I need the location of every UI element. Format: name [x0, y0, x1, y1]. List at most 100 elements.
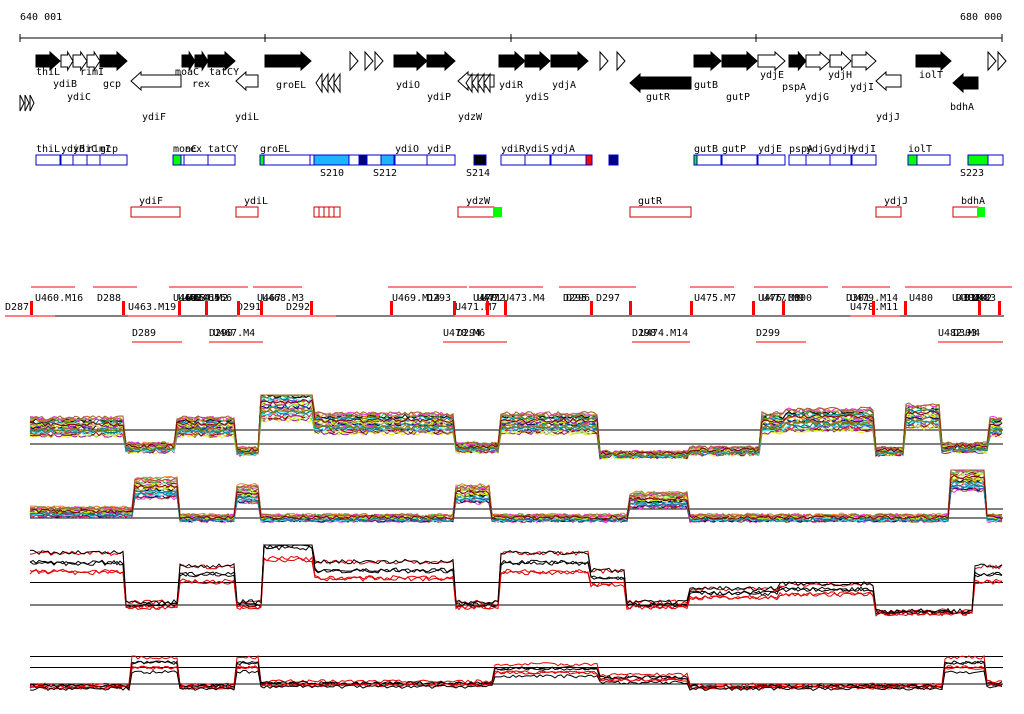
- segment-marker: [872, 301, 875, 315]
- operon-label: groEL: [260, 144, 290, 155]
- segment-label-top: U479.M14: [850, 293, 898, 304]
- operon-box: [86, 154, 101, 166]
- segment-label-bottom: D290: [209, 328, 233, 339]
- track-series-line: [29, 670, 1003, 692]
- operon-fill: [585, 154, 593, 166]
- operon-label: gutB: [694, 144, 718, 155]
- operon-minus-label: ydjJ: [884, 196, 908, 207]
- small-gene-arrow: [599, 50, 609, 72]
- site-label: S223: [960, 168, 984, 179]
- operon-minus-box: [313, 206, 320, 218]
- segment-label-top: U477.M9: [762, 293, 804, 304]
- operon-label: ydjI: [852, 144, 876, 155]
- gene-arrow: [264, 50, 312, 72]
- operon-label: moaC: [173, 144, 197, 155]
- segment-label-top: U461: [173, 293, 197, 304]
- segment-label-bottom: D299: [756, 328, 780, 339]
- gene-arrow: [235, 70, 259, 92]
- segment-label-bottom: D291: [237, 302, 261, 313]
- segment-marker: [390, 301, 393, 315]
- operon-box: [183, 154, 209, 166]
- small-gene-arrow: [483, 72, 491, 94]
- segment-marker: [486, 301, 489, 315]
- gene-arrow: [181, 50, 196, 72]
- operon-fill: [172, 154, 182, 166]
- small-gene-arrow: [19, 94, 25, 112]
- segment-label-bottom: D292: [286, 302, 310, 313]
- gene-arrow: [426, 50, 456, 72]
- operon-label: ydjE: [758, 144, 782, 155]
- site-label: S214: [466, 168, 490, 179]
- gene-arrow: [35, 50, 61, 72]
- site-label: S212: [373, 168, 397, 179]
- segment-label-bottom: U470.M6: [443, 328, 485, 339]
- operon-minus-box: [130, 206, 181, 218]
- operon-box: [805, 154, 831, 166]
- segment-label-top: D297: [596, 293, 620, 304]
- segment-marker: [310, 301, 313, 315]
- gene-arrow: [915, 50, 952, 72]
- segment-marker: [782, 301, 785, 315]
- tiling-array-plus-track: [29, 394, 1003, 460]
- gene-label: ydjG: [805, 92, 829, 103]
- segment-label-top: U472: [481, 293, 505, 304]
- operon-box: [524, 154, 551, 166]
- operon-label: ydiS: [525, 144, 549, 155]
- segment-label-top: U476.M8: [758, 293, 800, 304]
- coordinate-ruler: [19, 34, 1003, 42]
- gene-arrow: [851, 50, 877, 72]
- track-series-line: [29, 474, 1003, 521]
- operon-minus-box: [323, 206, 330, 218]
- segment-label-bottom: D289: [132, 328, 156, 339]
- segment-marker: [752, 301, 755, 315]
- operon-fill: [693, 154, 698, 166]
- track-series-line: [29, 408, 1003, 459]
- operon-label: tatCY: [208, 144, 238, 155]
- gene-label: iolT: [919, 70, 943, 81]
- operon-box: [259, 154, 311, 166]
- segment-label-bottom: U482.M4: [938, 328, 980, 339]
- segment-label-top: U481: [952, 293, 976, 304]
- segment-label-top: U482: [968, 293, 992, 304]
- gene-label: ydiC: [67, 92, 91, 103]
- segment-label-top: D295: [563, 293, 587, 304]
- gene-label: tatCY: [209, 67, 239, 78]
- segment-marker: [453, 301, 456, 315]
- gene-label: ydzW: [458, 112, 483, 123]
- operon-box: [693, 154, 722, 166]
- segment-label-bottom: D287: [5, 302, 29, 313]
- operon-label: ydiP: [427, 144, 451, 155]
- segment-label-bottom: U474.M14: [640, 328, 688, 339]
- gene-label: ydjJ: [876, 112, 900, 123]
- operon-minus-box: [328, 206, 335, 218]
- segment-label-top: D293: [427, 293, 451, 304]
- operon-label: ydiR: [501, 144, 526, 155]
- segment-marker: [237, 301, 240, 315]
- segment-label-top: U463: [182, 293, 206, 304]
- segment-label-top: U471: [477, 293, 501, 304]
- gene-label: ydiP: [427, 92, 451, 103]
- gene-label: groEL: [276, 80, 306, 91]
- gene-arrow: [805, 50, 831, 72]
- gene-arrow: [952, 72, 979, 94]
- operon-box: [99, 154, 128, 166]
- segment-label-bottom: D298: [632, 328, 656, 339]
- operon-minus-label: ydzW: [466, 196, 491, 207]
- operon-label: ydjA: [551, 144, 575, 155]
- segment-label-top: U466: [208, 293, 232, 304]
- small-gene-arrow: [315, 72, 323, 94]
- gene-arrow: [130, 70, 182, 92]
- gene-arrow: [550, 50, 589, 72]
- track-series-line: [29, 469, 1003, 519]
- gene-label: ydiS: [525, 92, 549, 103]
- segment-marker: [30, 301, 33, 315]
- small-gene-arrow: [349, 50, 359, 72]
- gene-arrow: [757, 50, 786, 72]
- segment-label-top: D302: [956, 293, 980, 304]
- operon-label: gcp: [100, 144, 118, 155]
- segment-label-top: U473.M4: [503, 293, 545, 304]
- gene-arrow: [72, 50, 88, 72]
- segment-label-top: D300: [788, 293, 812, 304]
- gene-label: ydiB: [53, 79, 77, 90]
- operon-minus-label: bdhA: [961, 196, 985, 207]
